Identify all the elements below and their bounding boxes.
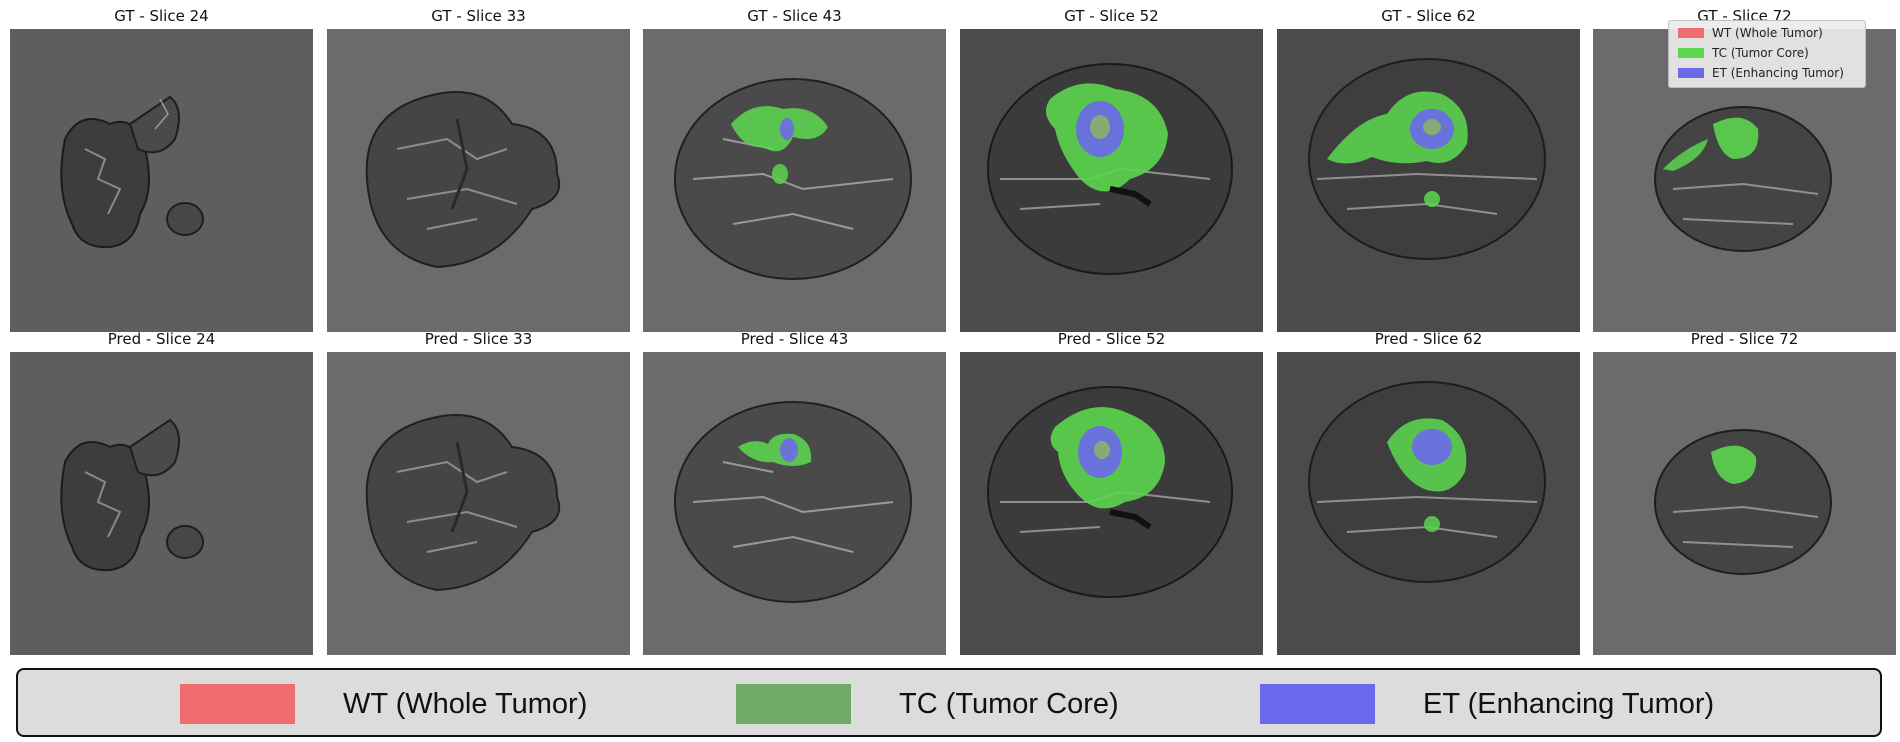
wt-swatch [180, 684, 295, 724]
mri-slice-image [643, 29, 946, 332]
legend-item-tc: TC (Tumor Core) [736, 684, 1119, 724]
mri-slice-image [1277, 352, 1580, 655]
mri-slice-image [10, 352, 313, 655]
mri-slice-image [1277, 29, 1580, 332]
pred-row: Pred - Slice 24 Pred - Slice 33 Pred - S… [0, 323, 1900, 668]
et-swatch [1260, 684, 1375, 724]
panel-title: GT - Slice 24 [114, 7, 209, 25]
panel-title: GT - Slice 33 [431, 7, 526, 25]
mri-slice-image [327, 29, 630, 332]
panel-title: Pred - Slice 52 [1057, 330, 1166, 348]
panel-title: GT - Slice 62 [1381, 7, 1476, 25]
mri-slice-image [10, 29, 313, 332]
tc-swatch [736, 684, 851, 724]
mri-slice-image [1593, 352, 1896, 655]
legend-label: TC (Tumor Core) [899, 687, 1119, 720]
legend-bar: WT (Whole Tumor) TC (Tumor Core) ET (Enh… [16, 668, 1882, 737]
mini-legend-label: WT (Whole Tumor) [1712, 26, 1823, 40]
mini-legend-item-et: ET (Enhancing Tumor) [1678, 65, 1844, 81]
panel-title: GT - Slice 52 [1064, 7, 1159, 25]
panel-title: Pred - Slice 24 [107, 330, 216, 348]
legend-label: ET (Enhancing Tumor) [1423, 687, 1715, 720]
mini-legend-item-wt: WT (Whole Tumor) [1678, 25, 1823, 41]
panel-title: Pred - Slice 62 [1374, 330, 1483, 348]
legend-item-wt: WT (Whole Tumor) [180, 684, 587, 724]
panel-title: Pred - Slice 43 [740, 330, 849, 348]
mini-legend-label: ET (Enhancing Tumor) [1712, 66, 1844, 80]
mri-slice-image [960, 29, 1263, 332]
mini-legend-label: TC (Tumor Core) [1712, 46, 1809, 60]
mri-slice-image [960, 352, 1263, 655]
legend-item-et: ET (Enhancing Tumor) [1260, 684, 1714, 724]
tc-swatch [1678, 48, 1704, 58]
et-swatch [1678, 68, 1704, 78]
mri-slice-image [327, 352, 630, 655]
mri-slice-image [643, 352, 946, 655]
panel-title: Pred - Slice 33 [424, 330, 533, 348]
legend-label: WT (Whole Tumor) [343, 687, 588, 720]
gt-row: GT - Slice 24 GT - Slice 33 GT - Slice 4… [0, 0, 1900, 345]
panel-title: GT - Slice 43 [747, 7, 842, 25]
wt-swatch [1678, 28, 1704, 38]
mini-legend: WT (Whole Tumor) TC (Tumor Core) ET (Enh… [1668, 20, 1866, 88]
mini-legend-item-tc: TC (Tumor Core) [1678, 45, 1809, 61]
panel-title: Pred - Slice 72 [1690, 330, 1799, 348]
